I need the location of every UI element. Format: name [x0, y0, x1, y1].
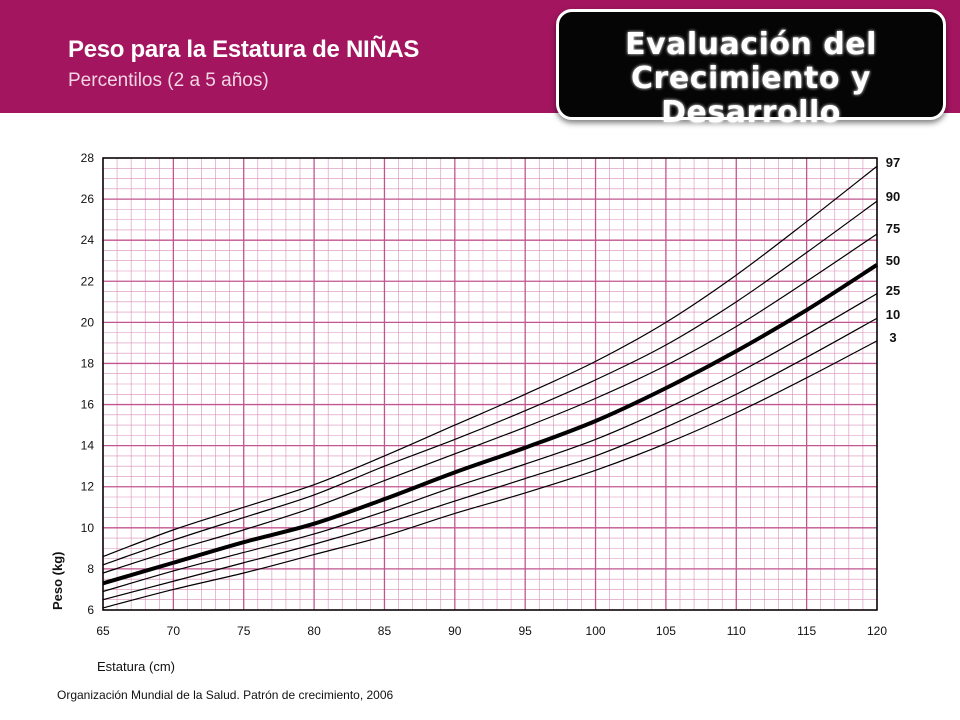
percentile-line-50 — [102, 263, 879, 586]
percentile-label-97: 97 — [886, 155, 900, 170]
x-axis-label: Estatura (cm) — [97, 659, 175, 674]
x-tick-label: 65 — [96, 624, 110, 638]
y-axis-label: Peso (kg) — [50, 551, 65, 610]
x-axis-ticks: 65 70 75 80 85 90 95 100 105 110 115 120 — [96, 624, 887, 638]
percentile-line-25 — [102, 293, 878, 593]
y-tick-label: 24 — [81, 233, 95, 247]
y-tick-label: 18 — [81, 356, 95, 370]
percentile-line-75 — [102, 233, 878, 574]
plot-frame — [102, 157, 878, 611]
percentile-line-10 — [102, 317, 878, 601]
x-tick-label: 85 — [378, 624, 392, 638]
y-tick-label: 16 — [81, 398, 95, 412]
y-tick-label: 6 — [87, 603, 94, 617]
percentile-label-25: 25 — [886, 283, 900, 298]
y-tick-label: 14 — [81, 439, 95, 453]
x-tick-label: 90 — [448, 624, 462, 638]
x-tick-label: 105 — [656, 624, 676, 638]
x-tick-label: 75 — [237, 624, 251, 638]
percentile-label-75: 75 — [886, 221, 900, 236]
source-footnote: Organización Mundial de la Salud. Patrón… — [57, 688, 394, 702]
percentile-line-90 — [102, 200, 878, 566]
y-tick-label: 22 — [81, 274, 95, 288]
percentile-line-97 — [102, 165, 878, 558]
percentile-labels: 97 90 75 50 25 10 3 — [886, 155, 900, 345]
x-tick-label: 115 — [797, 624, 816, 638]
x-tick-label: 80 — [307, 624, 321, 638]
y-tick-label: 10 — [81, 521, 95, 535]
percentile-label-10: 10 — [886, 307, 900, 322]
x-tick-label: 95 — [519, 624, 533, 638]
x-tick-label: 100 — [586, 624, 606, 638]
y-tick-label: 26 — [81, 192, 95, 206]
y-tick-label: 12 — [81, 480, 95, 494]
evaluation-badge: Evaluación del Crecimiento y Desarrollo — [556, 9, 946, 130]
percentile-line-3 — [102, 340, 878, 609]
y-axis-ticks: 6 8 10 12 14 16 18 20 22 24 26 28 — [81, 151, 95, 617]
page-subtitle: Percentilos (2 a 5 años) — [68, 70, 269, 91]
badge-line-1: Evaluación del — [625, 27, 877, 62]
y-tick-label: 20 — [81, 315, 95, 329]
x-tick-label: 120 — [867, 624, 887, 638]
x-tick-label: 70 — [167, 624, 181, 638]
percentile-lines — [102, 165, 879, 609]
y-tick-label: 28 — [81, 151, 95, 165]
percentile-label-3: 3 — [889, 330, 896, 345]
minor-grid — [103, 158, 877, 610]
percentile-label-90: 90 — [886, 189, 900, 204]
badge-line-2: Crecimiento y Desarrollo — [631, 61, 871, 130]
page-title: Peso para la Estatura de NIÑAS — [68, 36, 420, 63]
percentile-label-50: 50 — [886, 253, 900, 268]
x-tick-label: 110 — [727, 624, 746, 638]
y-tick-label: 8 — [87, 562, 94, 576]
